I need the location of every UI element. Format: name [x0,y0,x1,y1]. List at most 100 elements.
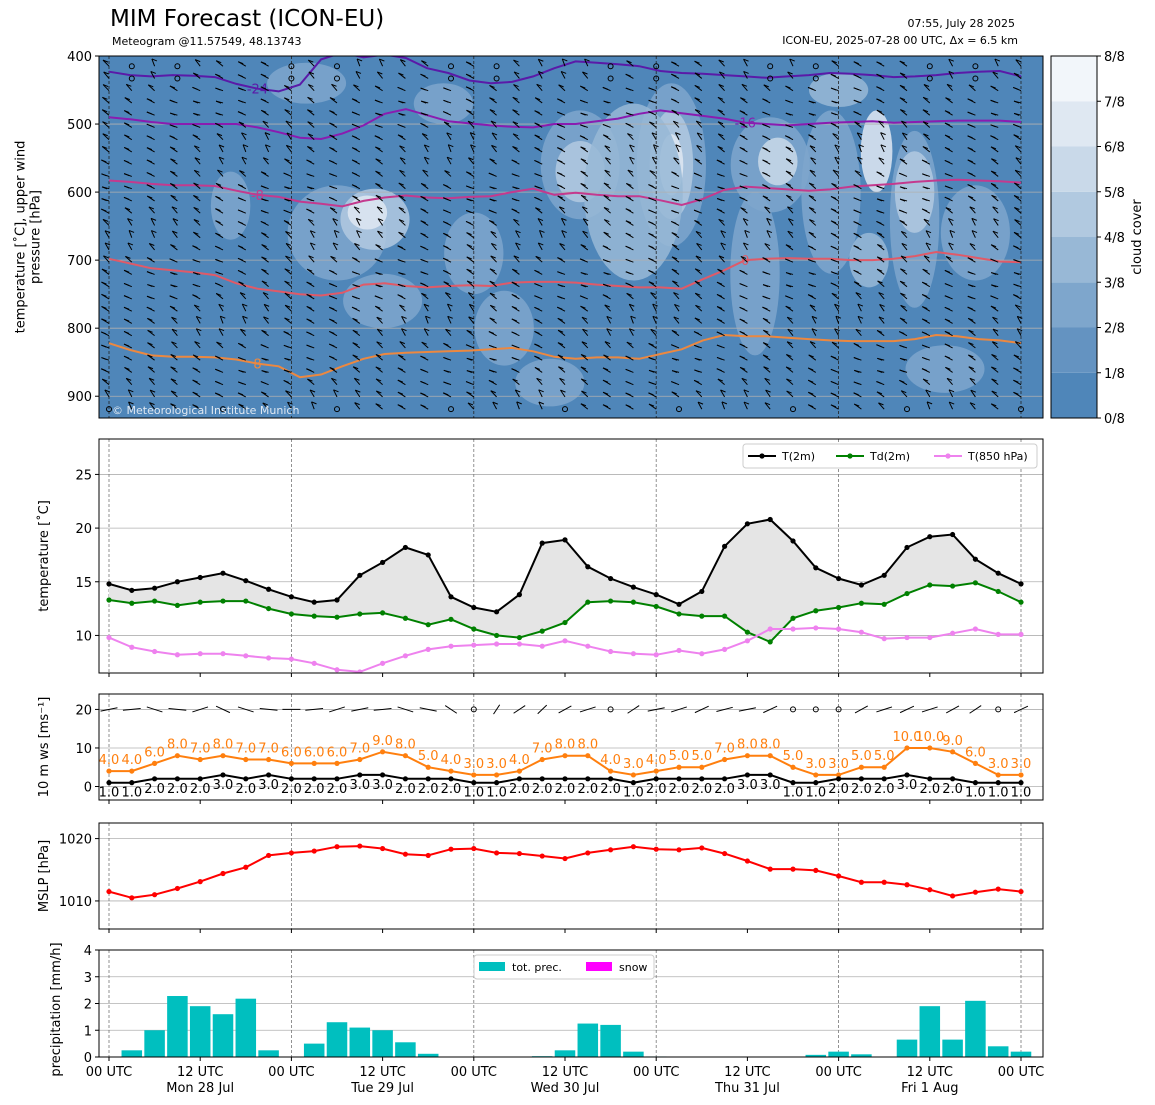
wind-barb-shaft [787,230,794,238]
wind-barb-feather [375,170,381,174]
wind-barb-feather [329,366,335,370]
wind-barb-feather [375,354,382,357]
data-point [904,544,910,551]
wind-barb-shaft [241,303,247,312]
wind-barb-feather [603,182,610,186]
wind-barb-feather [671,220,677,224]
wind-barb-shaft [970,389,976,398]
wind-barb-feather [511,159,517,163]
wind-barb-shaft [923,133,931,141]
data-point [676,611,682,617]
wind-barb-feather [375,284,381,288]
data-point [311,760,317,766]
cloud-patch [210,171,251,240]
wind-barb-feather [762,317,769,321]
wind-barb-shaft [128,401,133,410]
wind-barb-feather [1014,219,1020,223]
wind-barb-shaft [150,218,156,226]
wind-barb-shaft [262,120,269,128]
wind-barb-feather [216,60,222,64]
data-point [813,772,819,778]
data-point [311,848,317,854]
wind-barb-feather [944,269,951,273]
temperature-series [106,516,1024,673]
gust-data-label: 3.0 [805,757,826,772]
data-point [266,605,272,612]
wind-barb-feather [170,183,176,186]
wind-barb-feather [693,172,700,176]
mean-wind-data-label: 2.0 [942,782,963,797]
wind-barb-feather [397,123,403,127]
wind-barb-feather [878,402,884,406]
gust-data-label: 8.0 [167,738,188,753]
wind-barb-feather [579,295,586,299]
wind-barb-feather [242,303,248,307]
wind-barb-feather [922,146,929,150]
wind-barb-shaft [719,71,725,79]
data-point [357,611,363,617]
wind-barb-feather [102,96,108,100]
data-point [995,886,1001,892]
wind-barb-shaft [763,84,771,92]
wind-barb-shaft [627,133,634,141]
wind-barb-feather [991,366,997,370]
wind-barb-shaft [994,58,999,67]
wind-barb-feather [968,329,974,333]
wind-barb-feather [329,97,336,101]
wind-barb-feather [470,132,476,136]
wind-barb-feather [967,306,973,310]
temperature-ylabel: temperature [˚C] [36,500,52,612]
wind-barb-feather [193,182,199,186]
wind-barb-shaft [307,133,315,141]
surface-wind-barb [305,708,324,711]
wind-barb-shaft [104,389,110,398]
wind-barb-shaft [423,156,429,165]
mean-wind-data-label: 1.0 [783,786,804,801]
wind-barb-feather [306,208,312,212]
wind-barb-feather [967,195,974,199]
cloud-patch [808,73,869,108]
wind-barb-feather [375,158,381,162]
wind-barb-feather [466,268,472,272]
wind-barb-feather [1013,100,1020,104]
data-point [539,540,545,546]
wind-barb-feather [102,59,109,63]
wind-barb-feather [534,306,540,310]
wind-barb-feather [602,245,609,249]
wind-barb-shaft [766,230,771,238]
wind-barb-shaft [401,328,406,336]
wind-barb-feather [329,196,335,200]
wind-barb-feather [741,377,748,381]
wind-barb-feather [603,207,610,210]
wind-barb-feather [1013,195,1020,198]
wind-barb-feather [991,354,997,357]
wind-barb-feather [853,357,860,360]
wind-barb-feather [854,403,860,407]
wind-barb-feather [626,60,632,64]
wind-barb-feather [899,369,905,373]
data-point [402,544,408,551]
wind-barb-feather [785,272,792,276]
wind-barb-feather [192,86,198,90]
wind-barb-shaft [332,242,338,251]
wind-barb-feather [512,146,518,149]
wind-barb-feather [830,245,836,249]
wind-barb-feather [192,404,198,408]
wind-barb-feather [652,156,658,160]
data-point [197,756,203,763]
wind-barb-feather [101,208,107,212]
colorbar-tick-label: 8/8 [1104,50,1125,65]
wind-barb-feather [830,271,837,275]
wind-barb-feather [169,124,176,128]
wind-barb-shaft [581,341,589,349]
wind-barb-feather [355,70,362,74]
wind-barb-feather [899,198,906,202]
wind-barb-feather [648,184,654,188]
wind-barb-feather [967,271,974,275]
surface-wind-barb [899,705,915,714]
wind-barb-feather [992,230,999,234]
wind-barb-shaft [650,292,657,300]
colorbar-band [1051,101,1097,147]
wind-barb-feather [625,258,631,262]
wind-barb-feather [992,316,998,320]
